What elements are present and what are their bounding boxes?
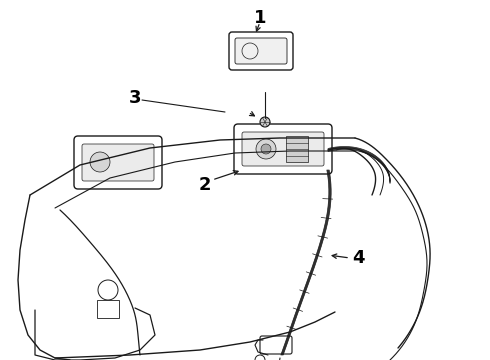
FancyBboxPatch shape: [260, 336, 292, 354]
Text: 2: 2: [199, 176, 211, 194]
Circle shape: [256, 139, 276, 159]
Bar: [286, 136, 308, 162]
Bar: [97, 300, 119, 318]
FancyBboxPatch shape: [229, 32, 293, 70]
Circle shape: [260, 117, 270, 127]
Text: 1: 1: [254, 9, 266, 27]
Circle shape: [90, 152, 110, 172]
Text: 4: 4: [352, 249, 364, 267]
Circle shape: [261, 144, 271, 154]
FancyBboxPatch shape: [234, 124, 332, 174]
Text: 3: 3: [129, 89, 141, 107]
FancyBboxPatch shape: [242, 132, 324, 166]
FancyBboxPatch shape: [82, 144, 154, 181]
FancyBboxPatch shape: [235, 38, 287, 64]
FancyBboxPatch shape: [74, 136, 162, 189]
